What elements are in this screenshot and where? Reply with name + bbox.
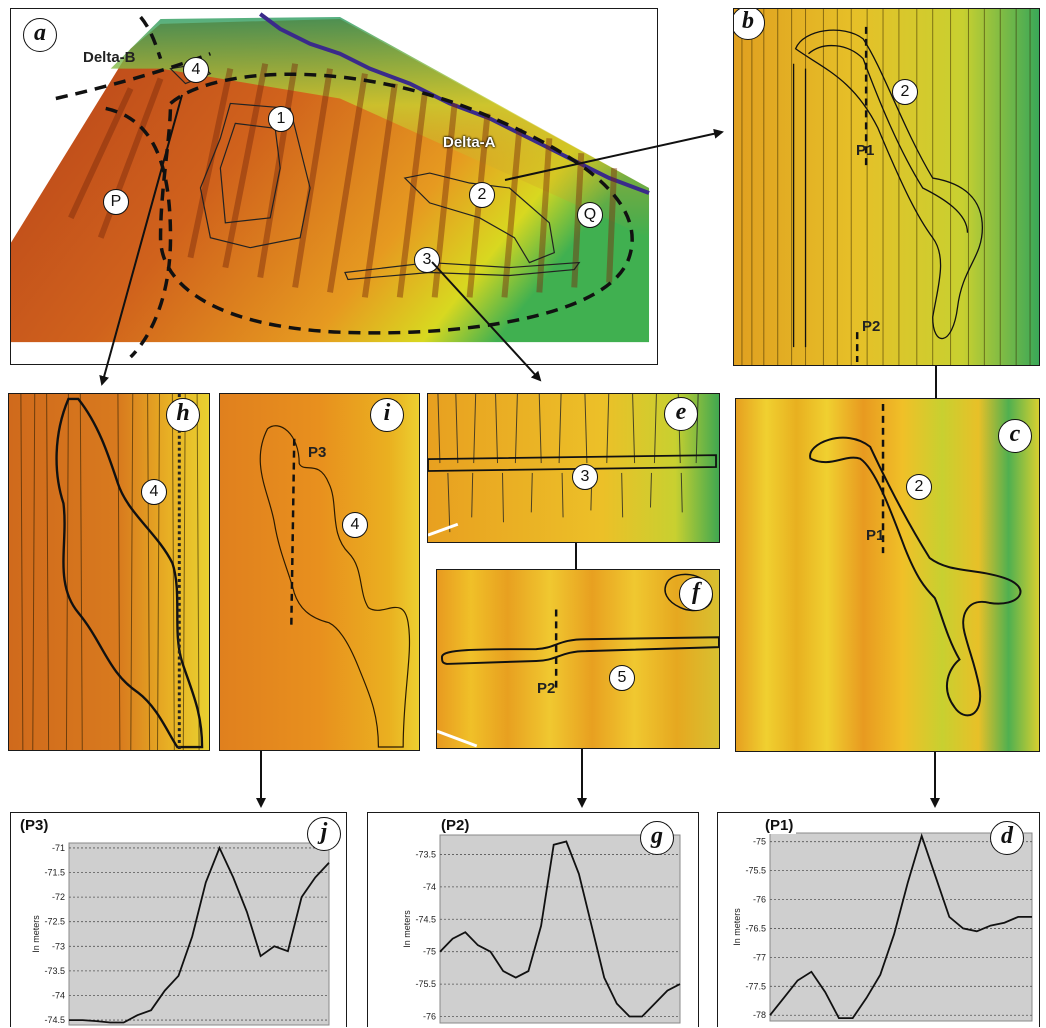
shaded-map-f — [437, 570, 719, 748]
panel-badge-h: h — [166, 398, 200, 432]
panel-i-shaded-map: i 4 P3 — [219, 393, 420, 751]
y-tick-label: -74.5 — [44, 1015, 65, 1025]
profile-label-p2-b: P2 — [862, 318, 881, 335]
y-tick-label: -73 — [52, 941, 65, 951]
y-axis-label: In meters — [31, 915, 41, 953]
profile-title-p2: (P2) — [438, 817, 473, 834]
panel-badge-f: f — [679, 577, 713, 611]
panel-e-contour-map: e 3 — [427, 393, 720, 543]
label-region-q: Q — [577, 202, 603, 228]
feature-2-marker: 2 — [469, 182, 495, 208]
y-tick-label: -73.5 — [415, 849, 436, 859]
shaded-map-i — [220, 394, 419, 750]
contour-map-b — [734, 9, 1039, 365]
panel-badge-i: i — [370, 398, 404, 432]
y-tick-label: -76 — [753, 895, 766, 905]
feature-2-marker-c: 2 — [906, 474, 932, 500]
y-tick-label: -77.5 — [745, 981, 766, 991]
feature-5-marker-f: 5 — [609, 665, 635, 691]
profile-line — [439, 840, 681, 1018]
panel-badge-c: c — [998, 419, 1032, 453]
y-tick-label: -74.5 — [415, 914, 436, 924]
profile-label-p2-f: P2 — [537, 680, 556, 697]
panel-badge-a: a — [23, 18, 57, 52]
profile-panel-p3: -71 -71.5 -72 -72.5 -73 -73.5 -74 -74.5 In meter… — [10, 812, 347, 1027]
y-tick-label: -76 — [423, 1012, 436, 1022]
y-axis-label: In meters — [732, 908, 742, 946]
y-tick-label: -75 — [423, 947, 436, 957]
panel-b-contour-map: b 2 P1 P2 — [733, 8, 1040, 366]
panel-badge-e: e — [664, 397, 698, 431]
y-axis-label: In meters — [402, 910, 412, 948]
panel-badge-g: g — [640, 821, 674, 855]
panel-f-shaded-map: f 5 P2 — [436, 569, 720, 749]
panel-badge-j: j — [307, 817, 341, 851]
feature-1-marker: 1 — [268, 106, 294, 132]
panel-a-perspective-view: a Delta-B Delta-A P Q 1 2 3 4 — [10, 8, 658, 365]
profile-chart-p1: -75 -75.5 -76 -76.5 -77 -77.5 -78 In meters — [732, 832, 1033, 1022]
profile-panel-p2: -73.5 -74 -74.5 -75 -75.5 -76 In meters (P2) g — [367, 812, 699, 1027]
y-tick-label: -78 — [753, 1010, 766, 1020]
plot-area — [769, 832, 1033, 1022]
gridlines — [69, 847, 329, 1021]
contour-map-h — [9, 394, 209, 750]
plot-area — [439, 834, 681, 1024]
label-region-p: P — [103, 189, 129, 215]
panel-badge-d: d — [990, 821, 1024, 855]
y-tick-label: -74 — [52, 990, 65, 1000]
profile-line — [769, 832, 1032, 1020]
plot-area — [68, 842, 330, 1026]
y-tick-label: -71.5 — [44, 868, 65, 878]
y-tick-label: -75.5 — [745, 866, 766, 876]
panel-badge-b: b — [734, 9, 765, 40]
y-tick-label: -72 — [52, 892, 65, 902]
profile-title-p1: (P1) — [762, 817, 797, 834]
panel-c-shaded-map: c 2 P1 — [735, 398, 1040, 752]
y-tick-label: -75.5 — [415, 979, 436, 989]
label-delta-b: Delta-B — [83, 49, 136, 66]
profile-panel-p1: -75 -75.5 -76 -76.5 -77 -77.5 -78 In meters (P1… — [717, 812, 1040, 1027]
profile-label-p1-c: P1 — [866, 527, 885, 544]
profile-label-p1-b: P1 — [856, 142, 875, 159]
y-tick-label: -71 — [52, 843, 65, 853]
feature-2-marker-b: 2 — [892, 79, 918, 105]
shaded-map-c — [736, 399, 1039, 751]
profile-chart-p2: -73.5 -74 -74.5 -75 -75.5 -76 In meters — [402, 834, 681, 1024]
feature-4-marker-i: 4 — [342, 512, 368, 538]
feature-3-marker-e: 3 — [572, 464, 598, 490]
label-delta-a: Delta-A — [443, 134, 496, 151]
y-tick-label: -75 — [753, 837, 766, 847]
panel-h-contour-map: h 4 — [8, 393, 210, 751]
y-tick-label: -76.5 — [745, 923, 766, 933]
profile-label-p3-i: P3 — [308, 444, 327, 461]
y-tick-label: -77 — [753, 952, 766, 962]
feature-4-marker-h: 4 — [141, 479, 167, 505]
feature-3-marker: 3 — [414, 247, 440, 273]
profile-chart-p3: -71 -71.5 -72 -72.5 -73 -73.5 -74 -74.5 In meter… — [31, 842, 330, 1026]
y-tick-label: -74 — [423, 882, 436, 892]
profile-line — [69, 845, 330, 1024]
profile-title-p3: (P3) — [17, 817, 52, 834]
feature-4-marker: 4 — [183, 57, 209, 83]
y-tick-label: -72.5 — [44, 917, 65, 927]
y-tick-label: -73.5 — [44, 966, 65, 976]
